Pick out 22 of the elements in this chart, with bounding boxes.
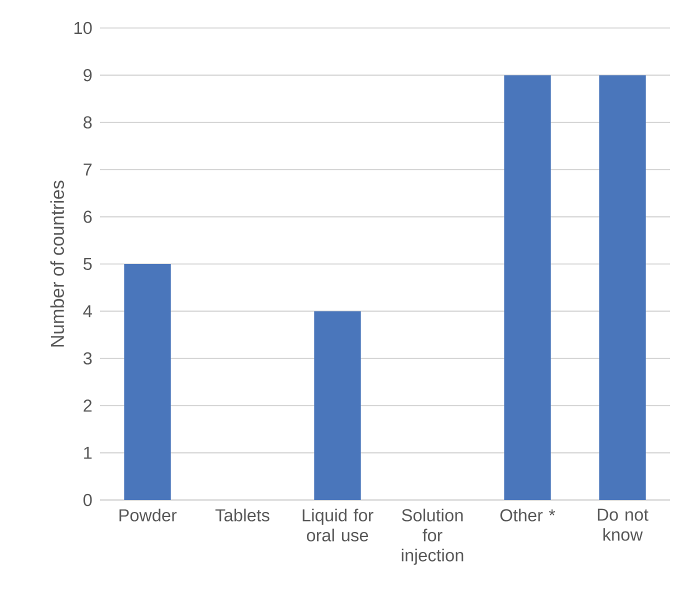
bar <box>314 311 361 500</box>
y-tick-label: 10 <box>74 22 92 34</box>
y-tick-label: 1 <box>84 446 92 459</box>
y-tick-label: 8 <box>84 116 92 129</box>
bar <box>124 264 171 500</box>
y-tick-label: 4 <box>83 305 92 318</box>
bar <box>599 75 646 500</box>
y-tick-label: 0 <box>83 494 92 506</box>
y-tick-label: 5 <box>83 258 92 270</box>
y-tick-label: 2 <box>84 400 92 412</box>
x-tick-label: Tablets <box>215 508 270 522</box>
y-tick-label: 7 <box>84 164 92 176</box>
y-tick-label: 3 <box>83 352 92 365</box>
x-tick-label: Do not know <box>598 508 648 541</box>
x-tick-label: Other * <box>500 508 556 522</box>
x-tick-label: Solution for injection <box>402 508 464 565</box>
y-axis-title: Number of countries <box>50 180 64 347</box>
x-tick-label: Powder <box>120 508 177 522</box>
y-tick-label: 6 <box>84 210 92 223</box>
x-tick-label: Liquid for oral use <box>302 508 374 542</box>
bar <box>504 75 551 500</box>
y-tick-label: 9 <box>84 69 92 82</box>
